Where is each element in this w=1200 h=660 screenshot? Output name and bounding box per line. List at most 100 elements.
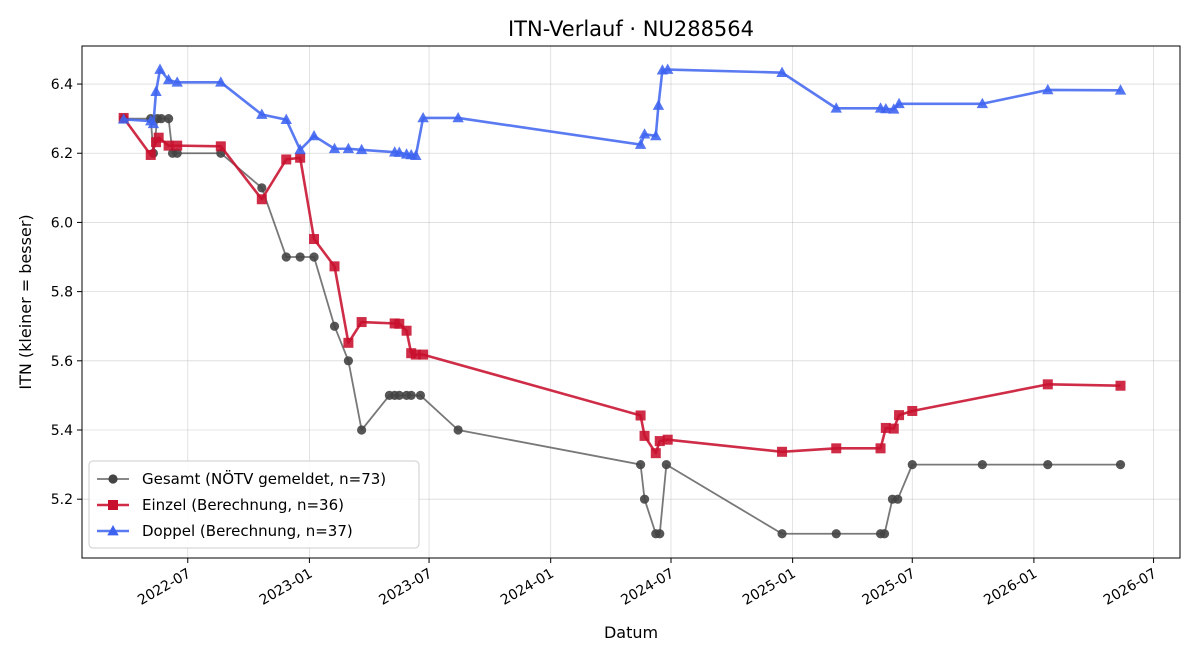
- data-point-einzel: [662, 434, 673, 445]
- data-point-doppel: [256, 108, 268, 119]
- data-point-doppel: [417, 111, 429, 123]
- legend-marker: [107, 525, 119, 536]
- data-point-doppel: [976, 97, 989, 109]
- data-point-doppel: [342, 142, 355, 154]
- data-point-gesamt: [163, 114, 174, 124]
- data-point-doppel: [893, 97, 905, 109]
- y-tick-label: 5.2: [51, 492, 73, 508]
- series-markers-gesamt: [119, 114, 1126, 539]
- data-point-gesamt: [309, 252, 319, 262]
- data-point-gesamt: [777, 529, 787, 539]
- data-point-doppel: [393, 146, 406, 157]
- data-point-doppel: [888, 103, 900, 114]
- data-point-doppel: [1042, 83, 1054, 95]
- data-point-doppel: [638, 128, 651, 139]
- y-axis-label: ITN (kleiner = besser): [16, 214, 35, 389]
- legend: Gesamt (NÖTV gemeldet, n=73) Einzel (Bere…: [88, 460, 420, 549]
- data-point-einzel: [650, 448, 661, 459]
- y-tick-label: 5.8: [51, 285, 73, 301]
- data-point-gesamt: [977, 459, 987, 470]
- data-point-einzel: [1115, 380, 1126, 391]
- data-point-einzel: [831, 443, 842, 454]
- data-point-gesamt: [907, 459, 917, 470]
- data-point-gesamt: [635, 459, 646, 470]
- data-point-doppel: [661, 63, 674, 74]
- series-markers-doppel: [117, 63, 1127, 160]
- data-point-einzel: [654, 436, 665, 447]
- legend-marker: [108, 474, 118, 484]
- data-point-doppel: [171, 76, 183, 87]
- data-point-gesamt: [893, 494, 903, 504]
- legend-item-einzel: Einzel (Berechnung, n=36): [97, 496, 344, 514]
- data-point-einzel: [888, 423, 899, 434]
- data-point-einzel: [907, 405, 918, 416]
- data-point-einzel: [394, 318, 405, 329]
- data-point-gesamt: [406, 390, 416, 401]
- data-point-einzel: [875, 443, 886, 454]
- y-tick-label: 5.4: [51, 423, 73, 439]
- data-point-einzel: [635, 410, 646, 421]
- data-point-einzel: [145, 149, 156, 160]
- data-point-einzel: [153, 132, 164, 143]
- series-einzel: [118, 112, 1126, 459]
- legend-box: [88, 460, 420, 549]
- data-point-doppel: [328, 142, 341, 154]
- data-point-einzel: [880, 422, 891, 433]
- data-point-gesamt: [394, 390, 404, 401]
- data-point-doppel: [147, 117, 160, 129]
- data-point-einzel: [401, 325, 412, 336]
- y-tick-label: 6.2: [51, 146, 73, 162]
- data-point-gesamt: [831, 529, 841, 539]
- y-tick-label: 5.6: [51, 354, 73, 370]
- data-point-einzel: [410, 349, 421, 360]
- data-point-einzel: [1042, 379, 1053, 390]
- series-layer: [117, 63, 1127, 539]
- data-point-doppel: [452, 111, 464, 123]
- legend-marker: [108, 500, 118, 510]
- data-point-einzel: [356, 317, 367, 328]
- data-point-einzel: [894, 410, 905, 421]
- data-point-doppel: [280, 113, 292, 125]
- data-point-einzel: [295, 152, 306, 163]
- data-point-doppel: [215, 76, 227, 87]
- data-point-gesamt: [281, 252, 291, 262]
- data-point-gesamt: [453, 425, 463, 435]
- data-point-doppel: [410, 149, 422, 160]
- data-point-einzel: [309, 234, 320, 245]
- data-point-einzel: [281, 154, 292, 165]
- data-point-gesamt: [879, 529, 890, 539]
- data-point-doppel: [1114, 84, 1127, 95]
- chart-title: ITN-Verlauf · NU288564: [508, 17, 754, 41]
- legend-label: Einzel (Berechnung, n=36): [142, 496, 344, 514]
- legend-item-doppel: Doppel (Berechnung, n=37): [97, 522, 353, 540]
- data-point-einzel: [639, 430, 650, 441]
- data-point-doppel: [880, 102, 892, 114]
- data-point-doppel: [117, 113, 130, 124]
- data-point-gesamt: [639, 494, 650, 504]
- series-markers-einzel: [118, 112, 1126, 459]
- y-tick-label: 6.0: [51, 215, 73, 231]
- data-point-einzel: [343, 337, 354, 348]
- data-point-doppel: [162, 73, 175, 85]
- data-point-doppel: [154, 63, 166, 74]
- y-tick-label: 6.4: [51, 77, 73, 93]
- data-point-gesamt: [329, 321, 340, 331]
- data-point-gesamt: [1115, 459, 1126, 470]
- data-point-doppel: [294, 143, 306, 155]
- data-point-gesamt: [343, 356, 354, 366]
- data-point-doppel: [652, 99, 665, 110]
- data-point-einzel: [163, 140, 174, 151]
- legend-label: Doppel (Berechnung, n=37): [142, 522, 353, 540]
- data-point-doppel: [776, 66, 788, 77]
- data-point-doppel: [634, 138, 647, 149]
- data-point-gesamt: [1043, 459, 1053, 470]
- data-point-einzel: [418, 349, 429, 360]
- data-point-einzel: [172, 140, 183, 151]
- x-axis-label: Datum: [604, 623, 658, 642]
- data-point-gesamt: [257, 183, 267, 193]
- legend-item-gesamt: Gesamt (NÖTV gemeldet, n=73): [97, 469, 386, 488]
- data-point-einzel: [215, 141, 226, 152]
- series-doppel: [117, 63, 1127, 160]
